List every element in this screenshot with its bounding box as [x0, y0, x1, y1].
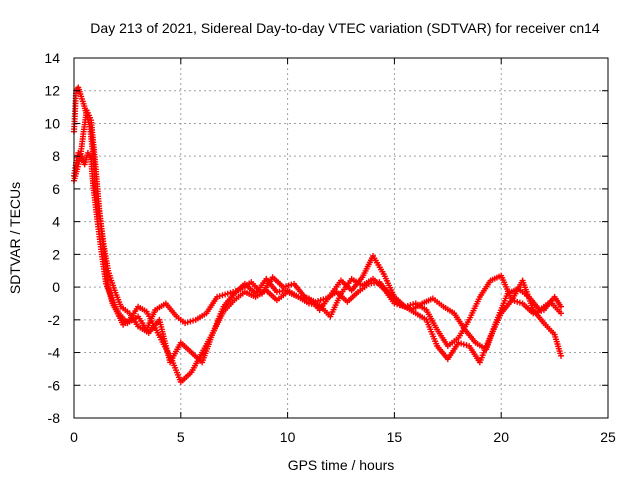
series-trace-c: [71, 107, 565, 366]
y-tick-label: 12: [44, 83, 60, 99]
data-points: [71, 84, 565, 385]
y-tick-label: -8: [48, 410, 61, 426]
y-tick-label: 8: [52, 148, 60, 164]
x-tick-label: 10: [280, 429, 296, 445]
y-tick-label: -4: [48, 345, 61, 361]
y-tick-label: 2: [52, 246, 60, 262]
x-tick-label: 15: [387, 429, 403, 445]
y-tick-label: -6: [48, 377, 61, 393]
y-tick-label: 4: [52, 214, 60, 230]
data-point: [558, 352, 565, 359]
x-tick-label: 25: [600, 429, 616, 445]
y-tick-label: 10: [44, 115, 60, 131]
y-tick-label: -2: [48, 312, 61, 328]
series-trace-b: [71, 149, 565, 353]
y-tick-label: 6: [52, 181, 60, 197]
x-tick-label: 5: [177, 429, 185, 445]
axis-ticks: 0 5 10 15 20 25 -8 -6 -4 -2 0 2 4 6 8 10 12 14: [44, 50, 616, 445]
y-tick-label: 14: [44, 50, 60, 66]
plot-frame: [73, 57, 609, 419]
grid: [74, 58, 608, 418]
chart-title: Day 213 of 2021, Sidereal Day-to-day VTE…: [90, 20, 600, 36]
y-tick-label: 0: [52, 279, 60, 295]
x-tick-label: 0: [70, 429, 78, 445]
x-tick-label: 20: [493, 429, 509, 445]
y-axis-label: SDTVAR / TECUs: [7, 182, 23, 294]
x-axis-label: GPS time / hours: [288, 457, 395, 473]
data-point: [558, 310, 565, 317]
data-point: [558, 303, 565, 310]
